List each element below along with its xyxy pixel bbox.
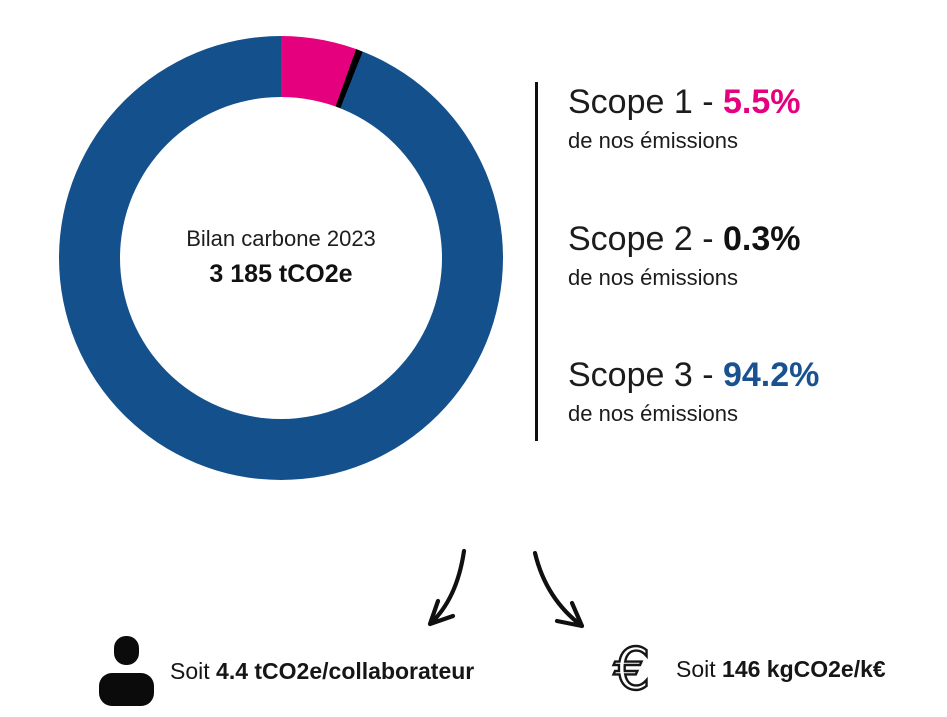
scope2-title-prefix: Scope 2 - (568, 220, 723, 258)
stat-per-keuro-text: Soit 146 kgCO2e/k€ (676, 656, 886, 683)
stat-per-keuro: € Soit 146 kgCO2e/k€ (606, 638, 886, 700)
legend-item-scope3: Scope 3 - 94.2% de nos émissions (568, 355, 938, 428)
arrow-left-icon (427, 548, 467, 627)
person-icon (99, 636, 154, 706)
scope3-title-prefix: Scope 3 - (568, 356, 723, 394)
donut-center-text: Bilan carbone 2023 3 185 tCO2e (59, 36, 503, 480)
legend-item-scope2: Scope 2 - 0.3% de nos émissions (568, 219, 938, 292)
scope3-title: Scope 3 - 94.2% (568, 355, 938, 395)
arrow-right-icon (532, 550, 585, 629)
stat-right-value: 146 kgCO2e/k€ (722, 655, 886, 682)
scope2-subtitle: de nos émissions (568, 265, 738, 290)
scope1-pct: 5.5% (722, 83, 801, 121)
stat-left-value: 4.4 tCO2e/collaborateur (216, 657, 475, 684)
euro-icon: € (612, 638, 651, 700)
scope2-title: Scope 2 - 0.3% (568, 219, 938, 259)
divider-line (535, 82, 538, 441)
chart-center-value: 3 185 tCO2e (209, 260, 353, 289)
scope2-pct: 0.3% (722, 220, 801, 258)
stat-left-prefix: Soit (170, 657, 217, 684)
svg-text:€: € (614, 638, 651, 700)
scope1-title-prefix: Scope 1 - (568, 83, 723, 121)
donut-hole (120, 97, 442, 419)
scope1-title: Scope 1 - 5.5% (568, 82, 938, 122)
stat-per-employee: Soit 4.4 tCO2e/collaborateur (99, 636, 474, 706)
stat-per-employee-text: Soit 4.4 tCO2e/collaborateur (170, 658, 474, 685)
scope3-subtitle: de nos émissions (568, 401, 738, 426)
stat-right-prefix: Soit (676, 655, 723, 682)
chart-center-label: Bilan carbone 2023 (186, 226, 376, 252)
scope1-subtitle: de nos émissions (568, 128, 738, 153)
legend-item-scope1: Scope 1 - 5.5% de nos émissions (568, 82, 938, 155)
scope3-pct: 94.2% (722, 356, 820, 394)
donut-chart-wrap: Bilan carbone 2023 3 185 tCO2e (59, 36, 503, 480)
